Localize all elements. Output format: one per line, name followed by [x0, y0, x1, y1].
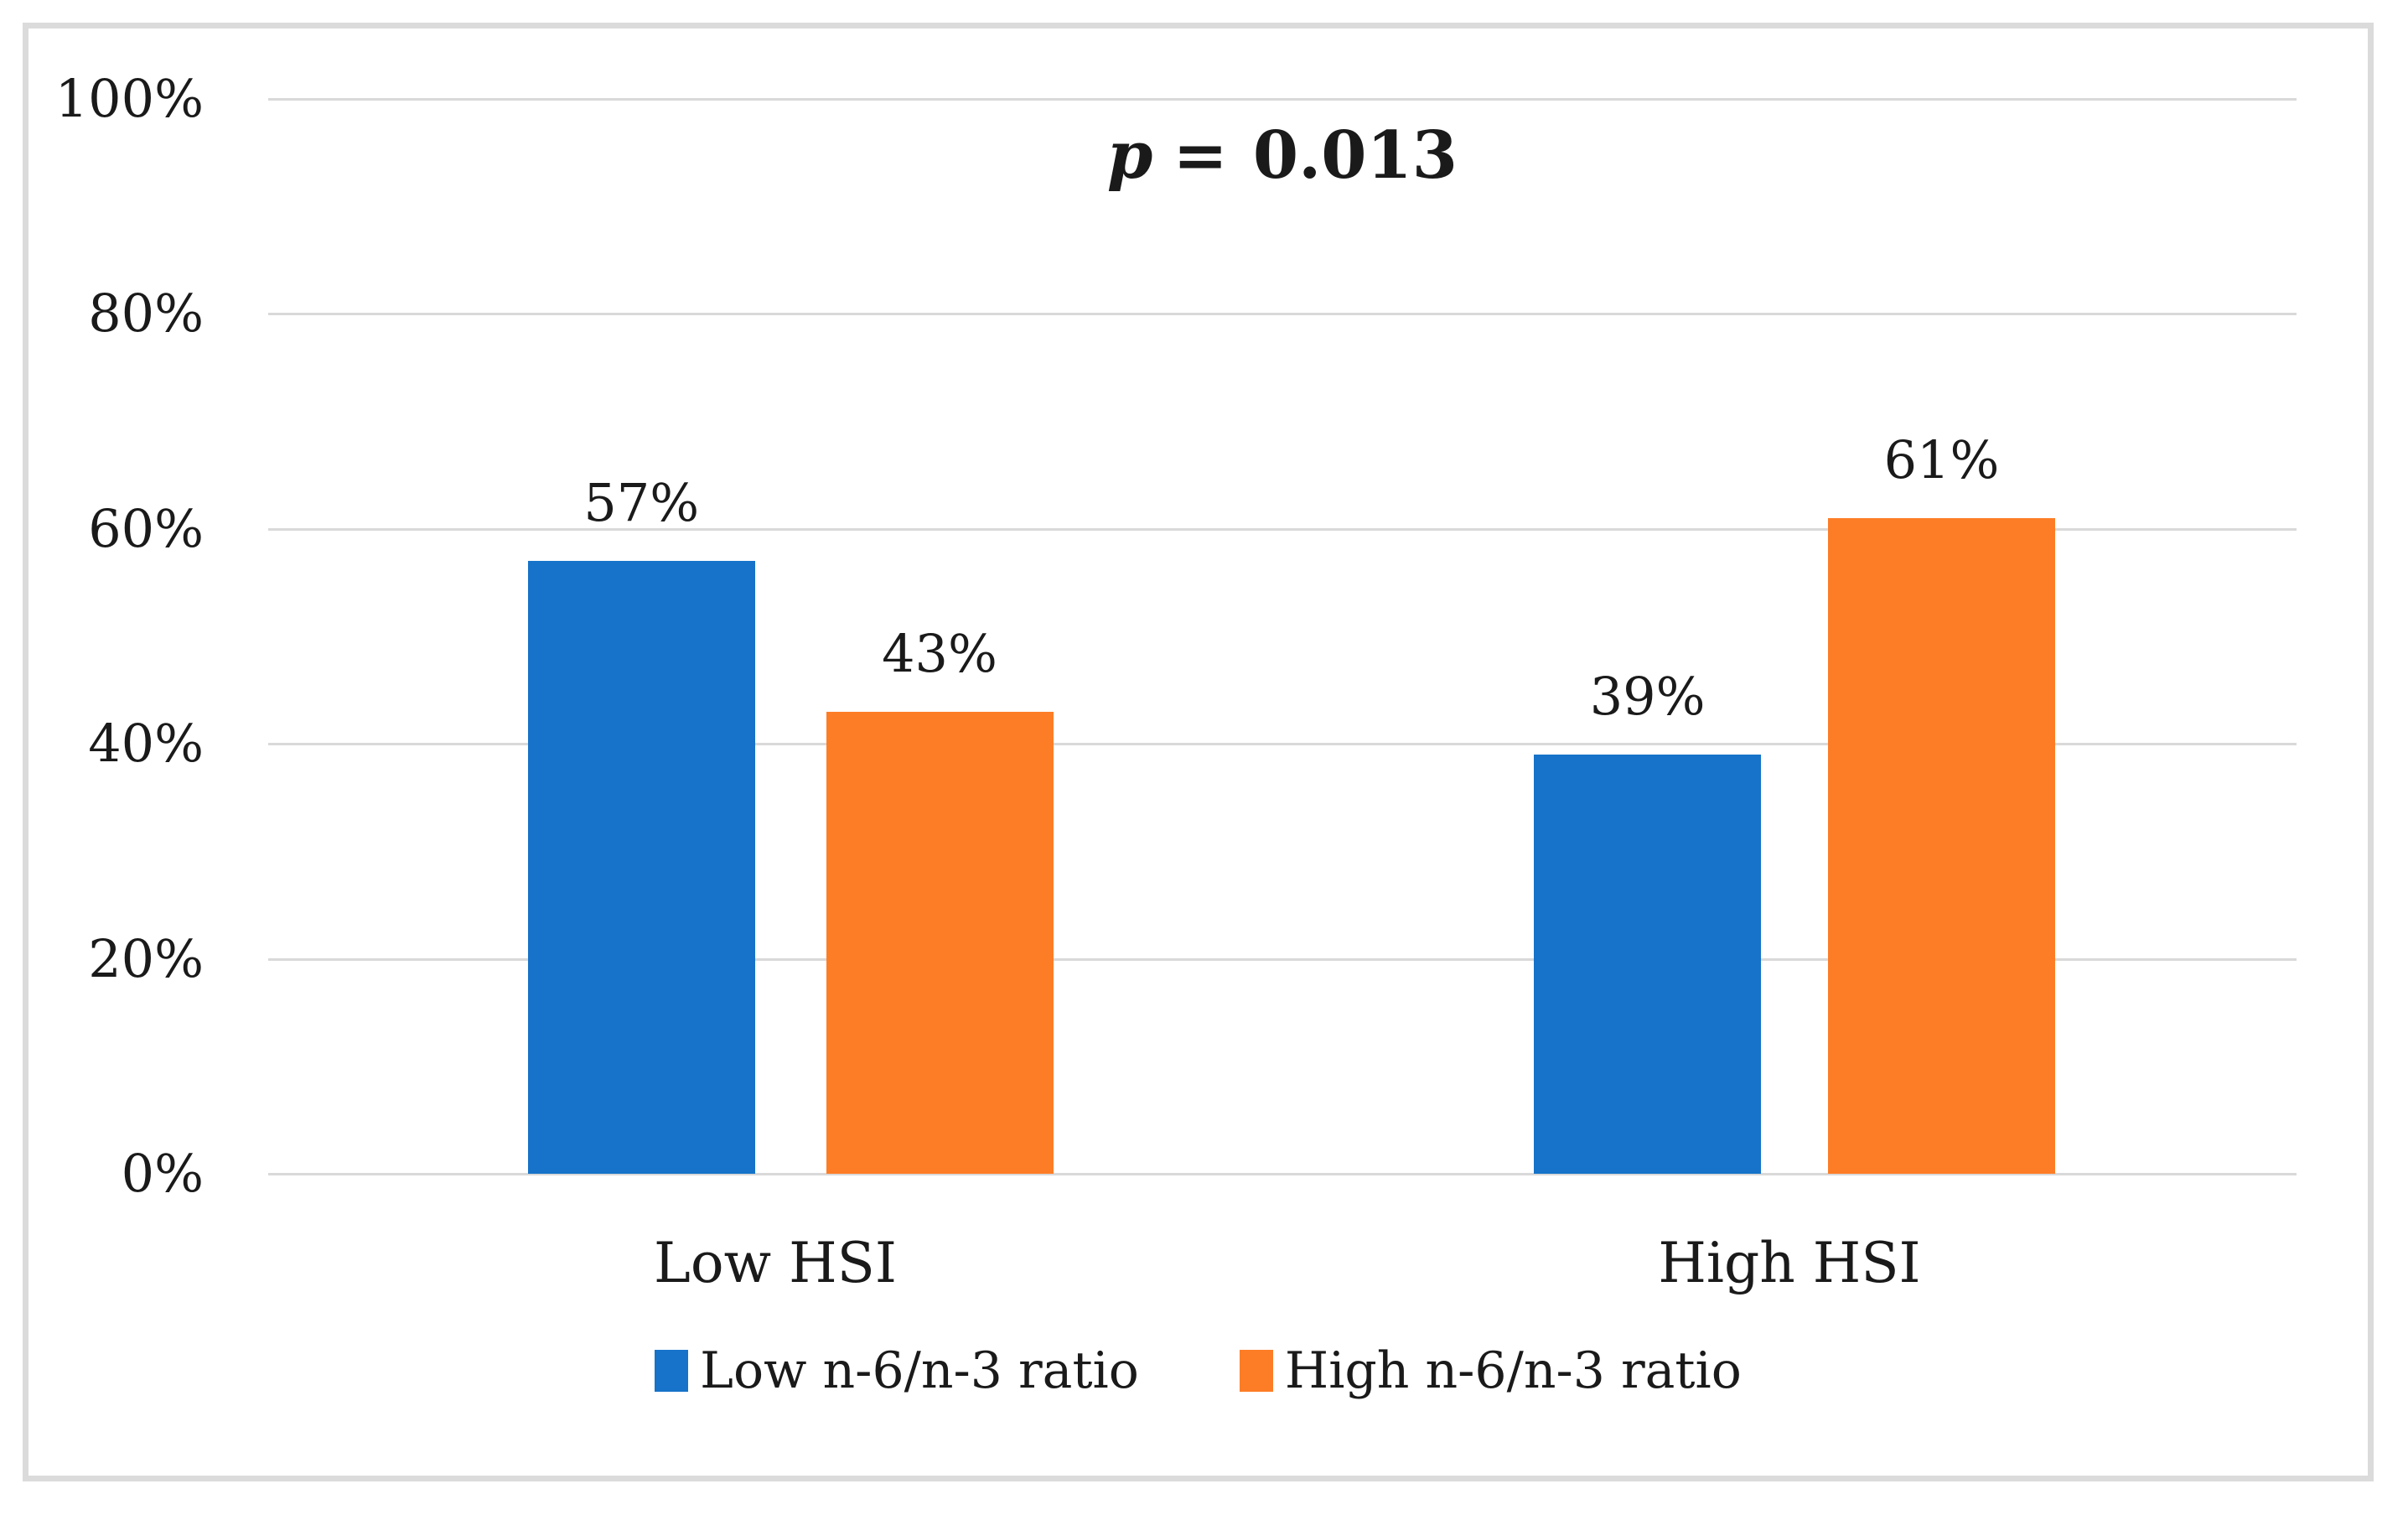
- x-label-high-hsi: High HSI: [1658, 1231, 1921, 1295]
- y-tick-20: 20%: [88, 928, 204, 989]
- plot-area: 57% 43% 39% 61%: [268, 98, 2297, 1175]
- bar-low-hsi-high-ratio: [826, 711, 1054, 1174]
- gridline-0: [268, 1173, 2297, 1175]
- y-tick-60: 60%: [88, 498, 204, 559]
- legend-item-high-ratio: High n-6/n-3 ratio: [1239, 1341, 1742, 1400]
- y-tick-100: 100%: [54, 68, 204, 129]
- gridline-100: [268, 98, 2297, 101]
- y-tick-40: 40%: [88, 713, 204, 774]
- gridline-20: [268, 957, 2297, 961]
- p-value: 0.013: [1252, 117, 1458, 194]
- bar-high-hsi-low-ratio: [1534, 755, 1762, 1174]
- data-label-39: 39%: [1589, 666, 1706, 728]
- legend-label-high-ratio: High n-6/n-3 ratio: [1284, 1341, 1742, 1400]
- data-label-43: 43%: [882, 622, 997, 684]
- gridline-80: [268, 313, 2297, 316]
- gridline-40: [268, 743, 2297, 746]
- p-variable: p: [1106, 117, 1153, 194]
- legend: Low n-6/n-3 ratio High n-6/n-3 ratio: [23, 1341, 2374, 1400]
- legend-label-low-ratio: Low n-6/n-3 ratio: [700, 1341, 1139, 1400]
- data-label-61: 61%: [1883, 428, 2000, 490]
- data-label-57: 57%: [583, 472, 700, 534]
- x-axis-labels: Low HSI High HSI: [268, 1217, 2297, 1310]
- legend-swatch-orange-icon: [1239, 1350, 1273, 1392]
- y-tick-80: 80%: [88, 283, 204, 344]
- bar-high-hsi-high-ratio: [1827, 517, 2055, 1174]
- bar-low-hsi-low-ratio: [527, 561, 755, 1174]
- gridline-60: [268, 527, 2297, 531]
- x-label-low-hsi: Low HSI: [654, 1231, 897, 1295]
- equals-sign: =: [1173, 117, 1228, 194]
- legend-item-low-ratio: Low n-6/n-3 ratio: [655, 1341, 1139, 1400]
- y-tick-0: 0%: [121, 1143, 204, 1204]
- legend-swatch-blue-icon: [655, 1350, 689, 1392]
- p-value-annotation: p = 0.013: [268, 117, 2297, 194]
